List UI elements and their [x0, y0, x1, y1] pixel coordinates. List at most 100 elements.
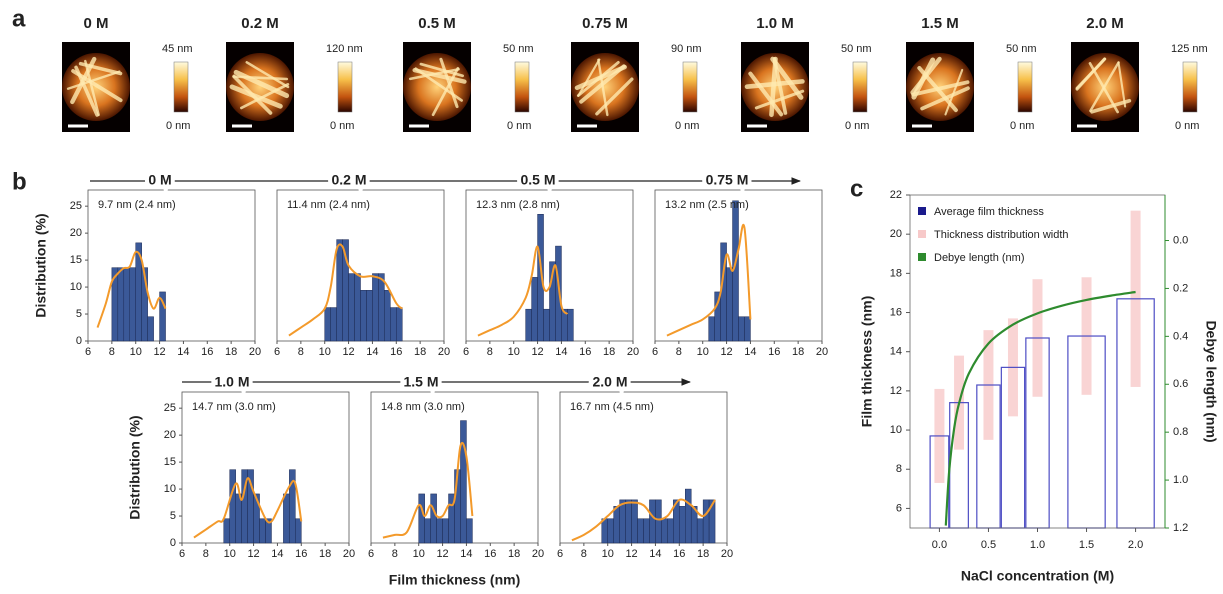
x-tick-label: 10 — [697, 346, 709, 358]
afm-fiber — [748, 71, 784, 117]
bar — [649, 499, 656, 544]
legend-swatch — [918, 230, 926, 238]
afm-particle — [403, 53, 471, 121]
colorbar-min: 0 nm — [675, 120, 699, 132]
bar — [253, 493, 260, 544]
afm-fiber — [84, 59, 100, 117]
x-tick-label: 10 — [224, 548, 236, 560]
annotation: 16.7 nm (4.5 nm) — [570, 401, 654, 413]
x-tick-label: 12 — [342, 346, 354, 358]
y-tick-label: 0 — [76, 335, 82, 347]
bar — [466, 518, 473, 544]
image-label: 1.0 M — [756, 15, 794, 32]
chart-title: 0.2 M — [331, 172, 366, 188]
afm-fiber — [412, 68, 467, 84]
bar — [117, 267, 125, 342]
legend-label: Average film thickness — [934, 206, 1044, 218]
bar — [531, 277, 538, 342]
bar — [396, 307, 403, 342]
image-label: 0.75 M — [582, 15, 628, 32]
x-tick-label: 16 — [295, 548, 307, 560]
bar — [147, 316, 154, 342]
colorbar-max: 45 nm — [162, 43, 193, 55]
x-tick-label: 6 — [463, 346, 469, 358]
bar — [567, 308, 574, 342]
y-tick-label: 25 — [70, 200, 82, 212]
annotation: 9.7 nm (2.4 nm) — [98, 199, 176, 211]
y2-tick-label: 0.8 — [1173, 426, 1188, 438]
bar — [235, 493, 242, 544]
afm-fiber — [595, 77, 634, 116]
y-tick-label: 10 — [164, 483, 176, 495]
bar — [390, 307, 397, 342]
x-tick-label: 8 — [676, 346, 682, 358]
bar — [330, 307, 337, 342]
bar — [384, 290, 391, 342]
y-axis-label: Distribution (%) — [33, 213, 49, 317]
fit-curve — [193, 477, 303, 539]
x-tick-label: 12 — [720, 346, 732, 358]
afm-fiber — [911, 80, 970, 97]
bar — [655, 499, 662, 544]
y-axis-label: Distribution (%) — [127, 415, 143, 519]
x-tick-label: 12 — [153, 346, 165, 358]
x-tick-label: 14 — [555, 346, 567, 358]
bar — [744, 316, 751, 342]
y-tick-label: 14 — [890, 346, 902, 358]
image-label: 0 M — [83, 15, 108, 32]
y-tick-label: 22 — [890, 189, 902, 201]
colorbar — [173, 61, 189, 113]
afm-fiber — [233, 69, 290, 99]
y-tick-label: 20 — [70, 227, 82, 239]
x-tick-label: 16 — [579, 346, 591, 358]
annotation: 11.4 nm (2.4 nm) — [287, 199, 370, 211]
colorbar-min: 0 nm — [166, 120, 190, 132]
x-tick-label: 14 — [744, 346, 756, 358]
bar — [702, 499, 710, 544]
bar — [223, 518, 230, 544]
afm-fiber — [944, 68, 964, 116]
x-tick-label: 8 — [298, 346, 304, 358]
annotation: 14.7 nm (3.0 nm) — [192, 401, 276, 413]
annotation: 13.2 nm (2.5 nm) — [665, 199, 749, 211]
bar — [283, 493, 290, 544]
x-tick-label: 20 — [438, 346, 450, 358]
line — [944, 290, 1136, 526]
x-axis-label: Film thickness (nm) — [389, 572, 520, 588]
afm-fiber — [917, 66, 958, 113]
colorbar-min: 0 nm — [1175, 120, 1199, 132]
panel-letter: b — [12, 168, 27, 195]
bar — [129, 267, 136, 342]
bar — [631, 499, 638, 544]
bar — [360, 290, 367, 342]
bar — [418, 493, 425, 544]
colorbar — [682, 61, 698, 113]
bar — [738, 316, 745, 342]
y2-tick-label: 0.6 — [1173, 378, 1188, 390]
bar — [141, 267, 148, 342]
x-tick-label: 8 — [203, 548, 209, 560]
x-tick-label: 1.5 — [1079, 539, 1094, 551]
x-tick-label: 10 — [413, 548, 425, 560]
bar — [430, 493, 437, 544]
annotation: 12.3 nm (2.8 nm) — [476, 199, 560, 211]
y-axis-label: Film thickness (nm) — [859, 296, 875, 427]
legend-swatch — [918, 253, 926, 261]
x-axis-label: NaCl concentration (M) — [961, 568, 1114, 584]
y-tick-label: 20 — [164, 429, 176, 441]
x-tick-label: 16 — [390, 346, 402, 358]
x-tick-label: 6 — [179, 548, 185, 560]
x-tick-label: 14 — [271, 548, 283, 560]
afm-fiber — [240, 83, 290, 110]
legend-label: Debye length (nm) — [934, 252, 1025, 264]
chart-title: 0.5 M — [520, 172, 555, 188]
y-tick-label: 15 — [164, 456, 176, 468]
y-tick-label: 5 — [76, 308, 82, 320]
bar — [259, 518, 266, 544]
x-tick-label: 18 — [697, 548, 709, 560]
y-tick-label: 20 — [890, 228, 902, 240]
y2-tick-label: 1.2 — [1173, 522, 1188, 534]
y2-tick-label: 1.0 — [1173, 474, 1188, 486]
bar — [159, 291, 166, 342]
chart-title: 0 M — [148, 172, 171, 188]
